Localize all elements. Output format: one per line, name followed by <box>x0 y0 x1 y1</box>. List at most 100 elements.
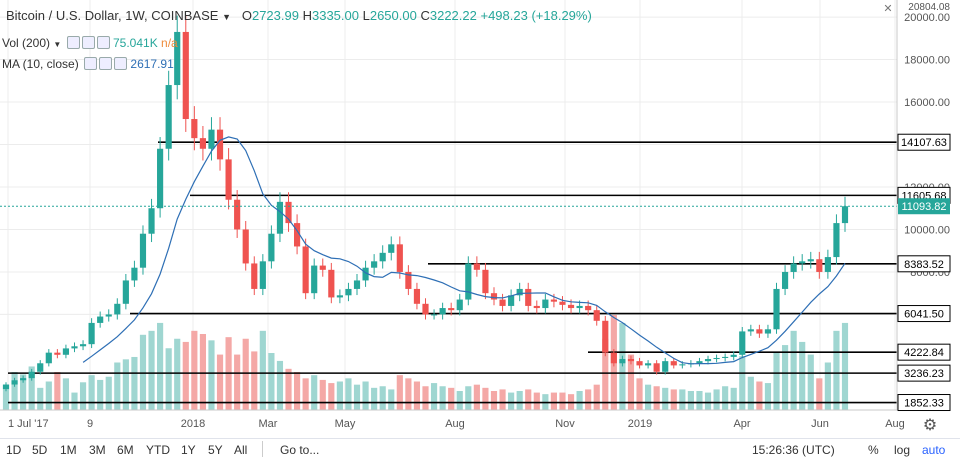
volume-bar <box>670 389 677 410</box>
volume-bar <box>645 384 652 410</box>
percent-toggle[interactable]: % <box>868 443 879 457</box>
settings-gear-icon[interactable]: ⚙ <box>923 415 937 434</box>
candle <box>730 354 737 357</box>
symbol-title[interactable]: Bitcoin / U.S. Dollar <box>6 8 118 23</box>
volume-bar <box>833 330 840 410</box>
volume-bar <box>533 392 540 410</box>
ma-value: 2617.91 <box>130 57 174 71</box>
volume-bar <box>388 389 395 410</box>
candle <box>841 206 849 224</box>
candle <box>576 305 583 309</box>
volume-bar <box>336 381 343 410</box>
volume-bar <box>482 387 489 410</box>
volume-indicator-legend[interactable]: Vol (200) ▼ 75.041K n/a <box>2 36 178 50</box>
gear-icon[interactable] <box>99 57 113 70</box>
volume-bar <box>525 389 532 410</box>
candle <box>756 329 763 334</box>
volume-bar <box>79 382 87 410</box>
gear-icon[interactable] <box>81 36 95 49</box>
range-3m[interactable]: 3M <box>89 443 106 457</box>
volume-bar <box>20 374 27 410</box>
level-price-label: 1852.33 <box>904 398 944 410</box>
volume-bar <box>148 330 155 410</box>
candle <box>276 201 284 234</box>
x-tick-label: Aug <box>885 418 905 430</box>
candle <box>516 288 523 296</box>
candle <box>764 329 772 334</box>
auto-toggle[interactable]: auto <box>922 443 946 457</box>
volume-bar <box>807 354 814 410</box>
x-tick-label: 2019 <box>628 418 652 430</box>
range-1m[interactable]: 1M <box>60 443 77 457</box>
volume-bar <box>268 353 275 410</box>
volume-bar <box>2 384 10 410</box>
volume-bar <box>122 359 129 410</box>
range-all[interactable]: All <box>234 443 248 457</box>
chevron-down-icon[interactable]: ▼ <box>222 12 231 22</box>
volume-bar <box>516 391 523 410</box>
ma-indicator-legend[interactable]: MA (10, close) 2617.91 <box>2 57 174 71</box>
goto-button[interactable]: Go to... <box>280 443 320 457</box>
volume-bar <box>37 387 44 410</box>
volume-bar <box>62 378 70 410</box>
range-5y[interactable]: 5Y <box>208 443 223 457</box>
close-icon[interactable] <box>114 57 128 70</box>
candle <box>345 288 352 296</box>
candle <box>242 229 249 264</box>
level-price-tag <box>897 394 951 412</box>
candle <box>251 263 258 289</box>
candle <box>362 267 369 281</box>
volume-bar <box>199 334 206 410</box>
price-chart[interactable]: 6000.008000.0010000.0012000.0014000.0016… <box>0 0 960 438</box>
volume-bar <box>379 386 386 410</box>
candle <box>713 357 720 360</box>
divider <box>262 441 263 457</box>
volume-bar <box>422 386 429 410</box>
volume-bar <box>662 387 669 410</box>
range-ytd[interactable]: YTD <box>146 443 170 457</box>
candle <box>148 208 155 234</box>
candle <box>71 346 78 349</box>
volume-bar <box>739 356 746 410</box>
interval[interactable]: 1W <box>125 8 145 23</box>
candle <box>20 378 27 381</box>
candle <box>490 293 498 300</box>
range-1d[interactable]: 1D <box>6 443 22 457</box>
volume-bar <box>730 387 737 410</box>
candle <box>165 85 172 149</box>
log-toggle[interactable]: log <box>894 443 911 457</box>
candle <box>302 246 309 294</box>
range-6m[interactable]: 6M <box>117 443 134 457</box>
current-price-tag <box>898 198 950 215</box>
chevron-down-icon[interactable]: ▼ <box>53 40 62 49</box>
eye-icon[interactable] <box>84 57 98 70</box>
volume-bar <box>747 376 754 410</box>
volume-bar <box>456 391 463 410</box>
close-value: 3222.22 <box>429 8 477 23</box>
candle <box>79 344 87 347</box>
eye-icon[interactable] <box>66 36 80 49</box>
volume-bar <box>234 354 241 410</box>
level-price-label: 14107.63 <box>901 137 947 149</box>
candle <box>602 320 609 353</box>
volume-bar <box>191 330 198 410</box>
volume-bar <box>131 356 138 410</box>
candle <box>379 252 386 262</box>
x-tick-label: May <box>335 418 356 430</box>
volume-bar <box>799 341 806 410</box>
ma-line <box>82 136 846 365</box>
volume-bar <box>773 353 780 410</box>
volume-bar <box>242 338 249 410</box>
candle <box>139 233 147 268</box>
candle <box>559 301 566 305</box>
volume-bar <box>824 362 831 410</box>
range-1y[interactable]: 1Y <box>181 443 196 457</box>
range-5d[interactable]: 5D <box>32 443 48 457</box>
volume-bar <box>97 379 104 410</box>
close-icon[interactable] <box>96 36 110 49</box>
volume-bar <box>45 381 52 410</box>
candle <box>285 201 292 224</box>
candle <box>191 119 198 139</box>
volume-bar <box>696 391 703 410</box>
close-icon[interactable]: ✕ <box>883 2 892 15</box>
